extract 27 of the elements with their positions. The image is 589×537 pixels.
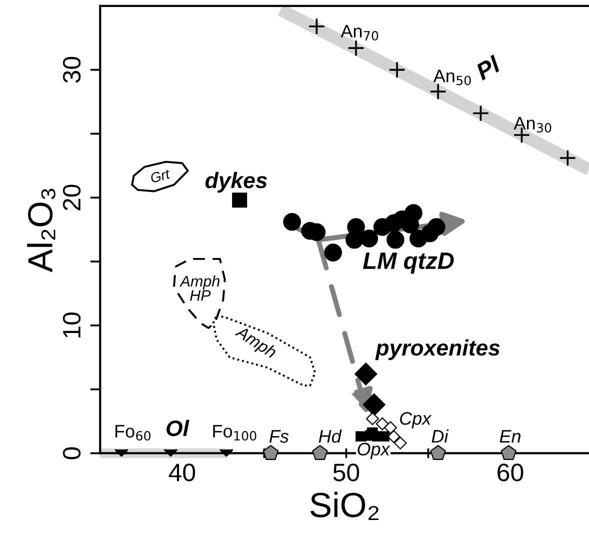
annotation: An$_{70}$: [340, 24, 378, 41]
annotation: Hd: [318, 429, 342, 443]
annotation: Fo$_{60}$: [115, 424, 150, 441]
annotation: An$_{50}$: [433, 70, 471, 86]
annotation: Ol: [166, 420, 190, 436]
y-tick-label: 0: [62, 447, 81, 460]
annotation: En: [500, 430, 520, 443]
y-tick-label: 10: [62, 312, 81, 338]
annotation: Opx: [358, 442, 390, 460]
annotation: LM qtzD: [363, 252, 454, 274]
x-axis-title: SiO₂: [310, 492, 379, 520]
annotation: An$_{30}$: [514, 116, 552, 133]
annotation: dykes: [205, 172, 268, 193]
y-tick-label: 30: [62, 56, 81, 83]
x-tick-label: 50: [333, 464, 360, 482]
annotation: pyroxenites: [375, 339, 500, 360]
annotation: Grt: [150, 168, 171, 184]
annotation: Pl: [474, 54, 502, 80]
annotation: Fo$_{100}$: [213, 424, 256, 441]
y-axis-title: Al₂O₃: [27, 188, 56, 272]
y-tick-label: 20: [62, 184, 81, 210]
annotation: Fs: [269, 430, 289, 443]
x-tick-label: 60: [498, 464, 524, 482]
annotation: Di: [432, 429, 449, 443]
annotation: Cpx: [400, 412, 432, 428]
annotation: Amph HP: [179, 275, 220, 301]
x-tick-label: 40: [168, 464, 196, 482]
